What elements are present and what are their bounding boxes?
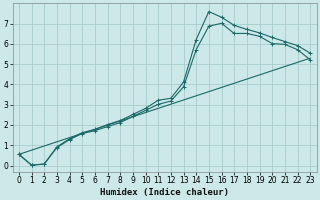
- X-axis label: Humidex (Indice chaleur): Humidex (Indice chaleur): [100, 188, 229, 197]
